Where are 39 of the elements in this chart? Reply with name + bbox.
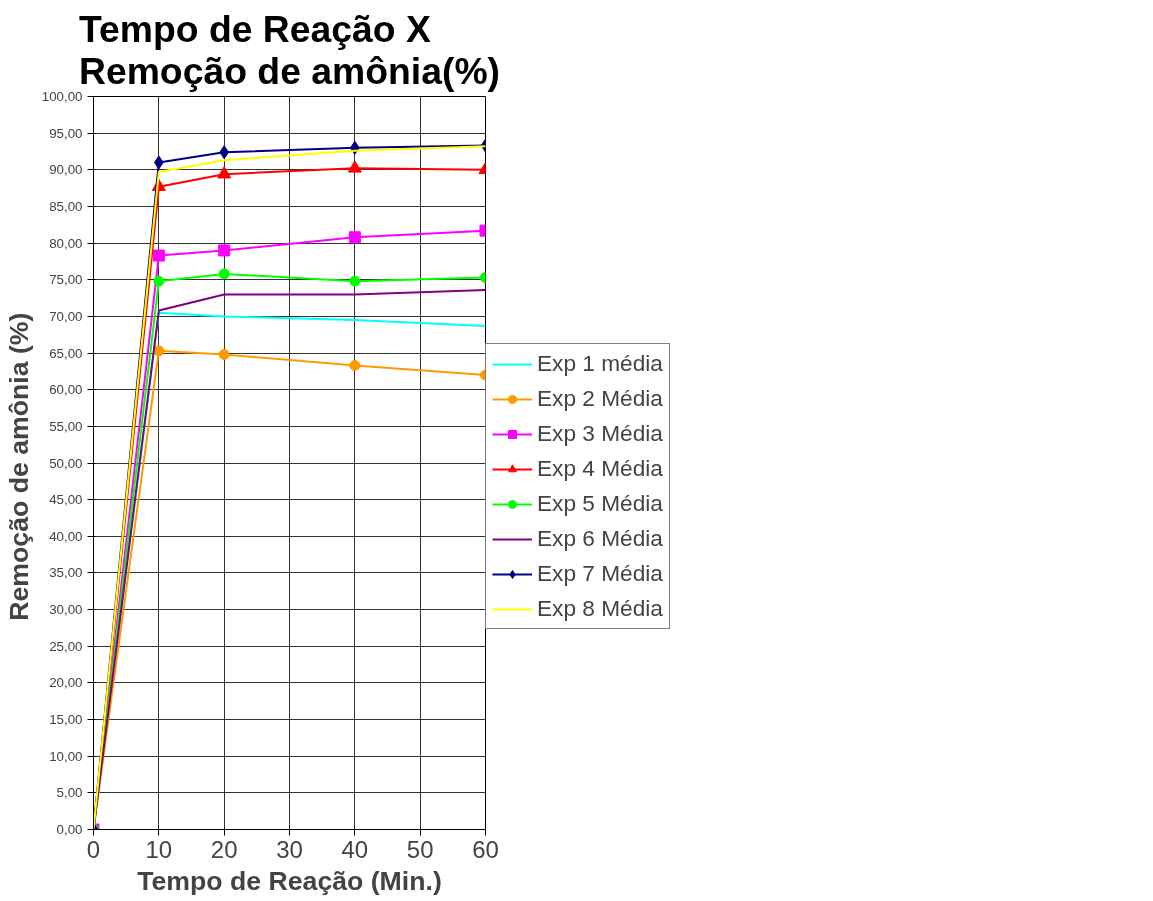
y-tick-label: 100,00 <box>41 89 83 104</box>
legend-label: Exp 6 Média <box>537 525 663 552</box>
y-tick-label: 50,00 <box>49 455 83 471</box>
y-tick-label: 45,00 <box>49 492 83 508</box>
y-tick-label: 65,00 <box>49 345 83 361</box>
legend-label: Exp 7 Média <box>537 560 663 587</box>
y-tick-label: 35,00 <box>49 565 83 581</box>
x-tick-label: 50 <box>406 835 434 863</box>
y-tick-label: 55,00 <box>49 418 83 434</box>
y-tick-label: 85,00 <box>49 198 83 214</box>
y-tick-label: 5,00 <box>56 785 83 801</box>
y-tick-label: 25,00 <box>49 638 83 654</box>
legend-label: Exp 4 Média <box>537 455 663 482</box>
y-tick-label: 15,00 <box>49 712 83 728</box>
chart-title: Tempo de Reação X Remoção de amônia(%) <box>78 7 501 92</box>
y-tick-label: 90,00 <box>49 162 83 178</box>
legend-label: Exp 1 média <box>537 350 663 377</box>
y-axis-title: Remoção de amônia (%) <box>3 312 34 621</box>
x-tick-label: 20 <box>210 835 238 863</box>
x-tick-label: 30 <box>276 835 303 863</box>
y-tick-label: 70,00 <box>49 308 83 324</box>
y-tick-label: 10,00 <box>49 748 83 764</box>
x-tick-label: 10 <box>145 835 173 863</box>
y-tick-label: 60,00 <box>49 382 83 398</box>
y-tick-label: 95,00 <box>49 125 83 141</box>
legend-label: Exp 3 Média <box>537 420 663 447</box>
legend-label: Exp 8 Média <box>537 595 663 622</box>
y-tick-label: 40,00 <box>49 528 83 544</box>
y-tick-label: 75,00 <box>49 272 83 288</box>
y-tick-label: 0,00 <box>56 822 83 837</box>
y-tick-label: 20,00 <box>49 675 83 691</box>
y-tick-label: 80,00 <box>49 235 83 251</box>
legend-label: Exp 2 Média <box>537 385 663 412</box>
x-tick-label: 0 <box>86 835 101 863</box>
x-tick-label: 40 <box>341 835 369 863</box>
y-tick-label: 30,00 <box>49 602 83 618</box>
x-axis-title: Tempo de Reação (Min.) <box>137 865 442 896</box>
legend-label: Exp 5 Média <box>537 490 663 517</box>
x-tick-label: 60 <box>472 835 499 863</box>
